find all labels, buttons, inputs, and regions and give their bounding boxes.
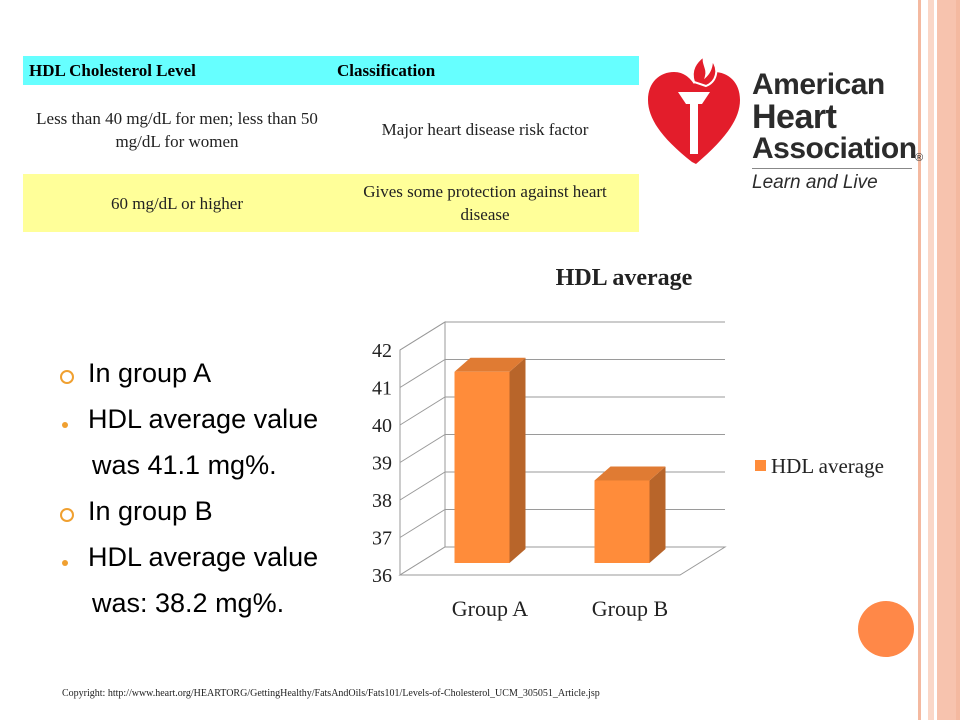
hdl-classification-table: HDL Cholesterol Level Classification Les…	[23, 56, 639, 232]
bar-top	[454, 357, 526, 372]
y-tick-label: 40	[372, 415, 392, 437]
heart-torch-icon	[648, 53, 740, 164]
bullet-group-a: In group A	[88, 358, 212, 388]
bar	[454, 371, 510, 563]
cell-classification: Gives some protection against heart dise…	[331, 174, 639, 232]
logo-line-heart: Heart	[752, 98, 837, 136]
legend-label: HDL average	[771, 454, 884, 478]
cell-level: Less than 40 mg/dL for men; less than 50…	[23, 85, 331, 174]
table-header-row: HDL Cholesterol Level Classification	[23, 56, 639, 85]
bullet-group-a-value-1: HDL average value	[88, 404, 319, 434]
hollow-bullet-icon	[60, 370, 74, 384]
right-stripe-edge	[956, 0, 960, 720]
bar-side	[649, 466, 666, 563]
gridline	[399, 321, 725, 351]
cell-level: 60 mg/dL or higher	[23, 174, 331, 232]
header-level: HDL Cholesterol Level	[23, 56, 331, 85]
logo-divider	[752, 168, 912, 169]
legend-swatch	[755, 460, 766, 471]
right-stripe-light	[928, 0, 934, 720]
logo-line-association: Association	[752, 132, 917, 165]
gridline	[399, 471, 725, 501]
y-tick-label: 36	[372, 565, 392, 587]
hollow-bullet-icon	[60, 508, 74, 522]
x-tick-label: Group B	[592, 596, 668, 621]
aha-logo	[648, 53, 740, 164]
chart-floor	[398, 546, 727, 576]
bullet-group-b-value-1: HDL average value	[88, 542, 319, 572]
copyright-text: Copyright: http://www.heart.org/HEARTORG…	[62, 688, 600, 699]
y-tick-label: 37	[372, 528, 392, 550]
right-stripe-wide	[937, 0, 960, 720]
gridline	[399, 434, 725, 463]
right-stripe-thin	[918, 0, 921, 720]
table-row: Less than 40 mg/dL for men; less than 50…	[23, 85, 639, 174]
bar-top	[594, 466, 666, 481]
table-row: 60 mg/dL or higher Gives some protection…	[23, 174, 639, 232]
dot-bullet-icon	[62, 560, 68, 566]
header-classification: Classification	[331, 56, 639, 85]
logo-tagline: Learn and Live	[752, 172, 878, 193]
chart-title: HDL average	[556, 265, 693, 291]
bullet-group-b: In group B	[88, 496, 213, 526]
logo-line-american: American	[752, 68, 885, 101]
bar-side	[509, 357, 526, 563]
dot-bullet-icon	[62, 422, 68, 428]
gridline	[399, 396, 725, 426]
bullet-group-a-value-2: was 41.1 mg%.	[92, 450, 277, 480]
bullet-group-b-value-2: was: 38.2 mg%.	[92, 588, 285, 618]
registered-mark: ®	[915, 152, 924, 164]
y-tick-label: 38	[372, 490, 392, 512]
y-tick-label: 41	[372, 378, 392, 400]
x-tick-label: Group A	[452, 596, 529, 621]
gridline	[399, 509, 725, 538]
bar	[594, 480, 650, 563]
y-tick-label: 42	[372, 340, 392, 362]
gridline	[399, 359, 725, 388]
y-tick-label: 39	[372, 453, 392, 475]
cell-classification: Major heart disease risk factor	[331, 85, 639, 174]
hdl-average-chart: HDL average 36 37 38 39 40 41 42 Group A Group B H…	[372, 265, 884, 621]
decorative-circle	[858, 601, 914, 657]
